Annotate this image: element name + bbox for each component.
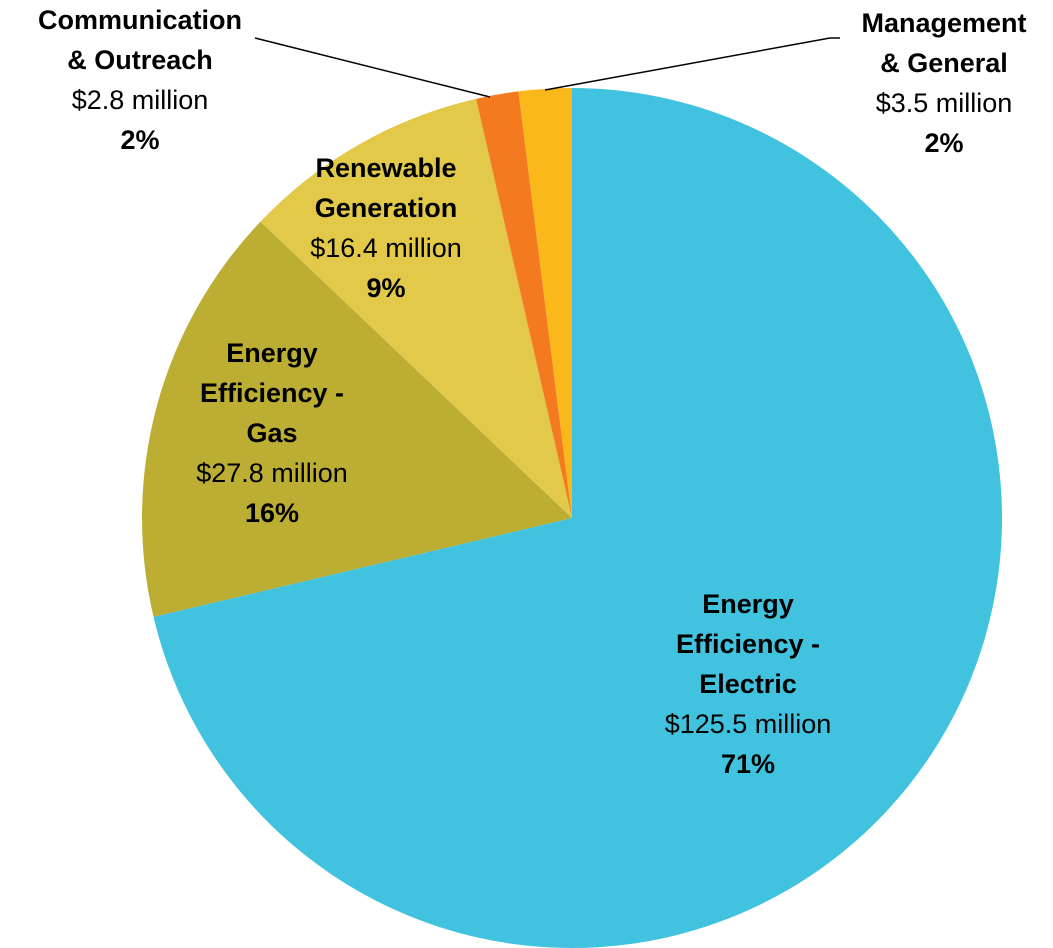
slice-label: & Outreach — [67, 45, 213, 75]
slice-label: Communication — [38, 5, 242, 35]
pie-slice — [518, 88, 572, 518]
slice-label: & General — [880, 48, 1008, 78]
value-label: $27.8 million — [196, 458, 348, 488]
slice-label: Management — [861, 8, 1026, 38]
value-label: $16.4 million — [310, 233, 462, 263]
pie-slice — [153, 88, 1002, 948]
slice-label: Energy — [702, 589, 794, 619]
percent-label: 9% — [366, 273, 405, 303]
pie — [141, 88, 1002, 948]
percent-label: 16% — [245, 498, 299, 528]
slice-label: Efficiency - — [676, 629, 820, 659]
slice-label: Generation — [315, 193, 458, 223]
value-label: $125.5 million — [665, 709, 832, 739]
slice-label: Renewable — [315, 153, 456, 183]
slice-label: Electric — [699, 669, 797, 699]
value-label: $2.8 million — [72, 85, 209, 115]
pie-slice — [141, 221, 572, 617]
leader-line — [254, 37, 491, 98]
slice-label: Energy — [226, 338, 318, 368]
percent-label: 71% — [721, 749, 775, 779]
slice-label: Gas — [246, 418, 297, 448]
leader-line — [544, 37, 840, 91]
percent-label: 2% — [924, 128, 963, 158]
pie-slice — [476, 91, 572, 519]
slice-label: Efficiency - — [200, 378, 344, 408]
percent-label: 2% — [120, 125, 159, 155]
value-label: $3.5 million — [876, 88, 1013, 118]
pie-slice — [260, 98, 572, 519]
